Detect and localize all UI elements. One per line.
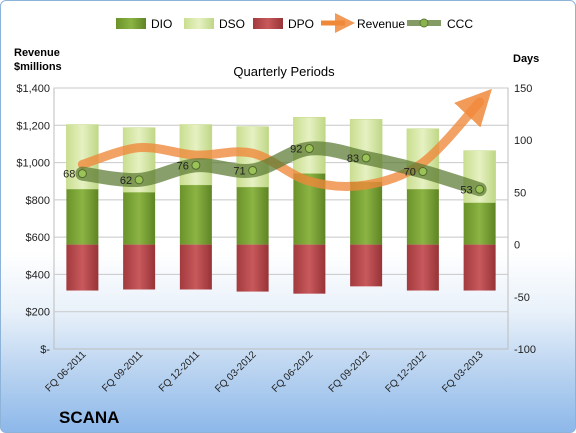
y-left-tick-label: $1,400 xyxy=(16,83,50,95)
x-category-label: FQ 03-2012 xyxy=(213,349,259,395)
ccc-marker xyxy=(418,167,428,177)
y-right-tick-label: 0 xyxy=(514,240,520,252)
y-left-tick-label: $200 xyxy=(26,307,50,319)
y-right-tick-label: -100 xyxy=(514,344,536,356)
bar-dpo xyxy=(123,244,156,290)
ccc-data-label: 70 xyxy=(404,167,416,179)
bar-dpo xyxy=(236,244,269,292)
y-right-tick-label: 150 xyxy=(514,83,532,95)
ccc-line xyxy=(75,141,487,197)
company-name: SCANA xyxy=(59,408,119,427)
ccc-marker xyxy=(304,144,314,154)
ccc-data-label: 68 xyxy=(63,169,75,181)
legend: DIO DSO DPO Revenue CCC xyxy=(116,13,473,33)
ccc-marker xyxy=(361,153,371,163)
ccc-data-label: 53 xyxy=(460,184,472,196)
ccc-data-label: 62 xyxy=(120,175,132,187)
legend-label-dso: DSO xyxy=(219,17,245,31)
legend-swatch-dpo xyxy=(253,18,283,29)
bar-dpo xyxy=(406,244,439,291)
ccc-data-label: 71 xyxy=(233,165,245,177)
legend-swatch-dso xyxy=(184,18,214,29)
x-category-label: FQ 03-2013 xyxy=(440,349,486,395)
legend-label-ccc: CCC xyxy=(447,17,473,31)
bar-dpo xyxy=(350,244,383,287)
left-axis-title-line2: $millions xyxy=(14,61,62,73)
y-left-tick-label: $400 xyxy=(26,269,50,281)
plot-area xyxy=(53,87,509,350)
bar-dio xyxy=(350,181,383,245)
bar-dio xyxy=(123,192,156,245)
legend-label-dpo: DPO xyxy=(288,17,314,31)
x-category-label: FQ 09-2011 xyxy=(100,349,145,394)
ccc-marker xyxy=(248,165,258,175)
x-category-label: FQ 12-2012 xyxy=(383,349,429,395)
bar-dio xyxy=(406,189,439,245)
ccc-marker xyxy=(77,169,87,179)
left-axis-title-line1: Revenue xyxy=(14,47,60,59)
legend-swatch-ccc-marker xyxy=(419,18,429,28)
ccc-data-label: 83 xyxy=(347,153,359,165)
y-right-tick-label: -50 xyxy=(514,292,530,304)
ccc-marker xyxy=(475,184,485,194)
bar-dpo xyxy=(66,244,99,291)
right-axis-title: Days xyxy=(513,53,539,65)
y-left-tick-label: $600 xyxy=(26,232,50,244)
bar-dpo xyxy=(179,244,212,290)
legend-label-revenue: Revenue xyxy=(357,17,405,31)
x-category-label: FQ 06-2011 xyxy=(44,349,89,394)
legend-swatch-dio xyxy=(116,18,146,29)
x-category-label: FQ 12-2011 xyxy=(157,349,202,394)
bar-dpo xyxy=(463,244,496,291)
bar-dpo xyxy=(293,244,326,294)
x-category-label: FQ 06-2012 xyxy=(270,349,316,395)
legend-label-dio: DIO xyxy=(151,17,172,31)
bar-dio xyxy=(66,189,99,245)
y-right-tick-label: 100 xyxy=(514,135,532,147)
revenue-line xyxy=(77,88,492,192)
ccc-data-label: 92 xyxy=(290,144,302,156)
y-right-tick-label: 50 xyxy=(514,187,526,199)
chart-title: Quarterly Periods xyxy=(233,64,335,79)
bar-dio xyxy=(179,185,212,245)
y-left-tick-label: $1,000 xyxy=(16,158,50,170)
bar-dio xyxy=(236,187,269,245)
ccc-marker xyxy=(191,160,201,170)
y-left-tick-label: $800 xyxy=(26,195,50,207)
y-left-tick-label: $1,200 xyxy=(16,120,50,132)
y-left-tick-label: $- xyxy=(40,344,50,356)
ccc-marker xyxy=(134,175,144,185)
ccc-data-label: 76 xyxy=(177,160,189,172)
bar-dio xyxy=(463,202,496,245)
x-category-label: FQ 09-2012 xyxy=(327,349,373,395)
